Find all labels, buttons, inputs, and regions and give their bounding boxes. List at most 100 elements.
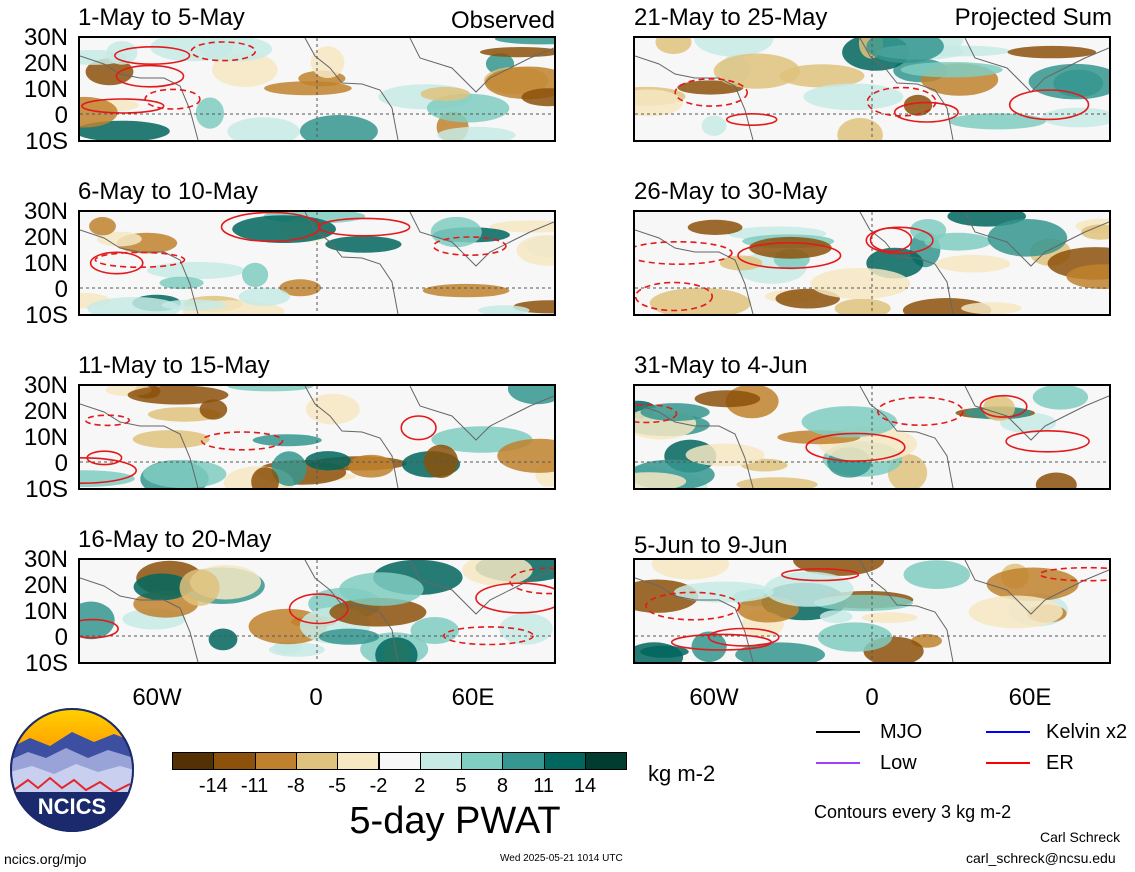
- er-contour: [80, 457, 137, 484]
- lat-label-10s: 10S: [25, 302, 68, 329]
- er-contour: [670, 633, 773, 651]
- colorbar-swatch: [378, 752, 421, 770]
- er-contour: [645, 591, 741, 621]
- er-contour: [442, 626, 534, 646]
- colorbar-swatch: [172, 752, 215, 770]
- pwat-anomaly-blob: [87, 297, 181, 314]
- pwat-anomaly-blob: [238, 287, 290, 306]
- pwat-anomaly-blob: [736, 477, 818, 488]
- er-contour: [475, 582, 554, 614]
- pwat-anomaly-blob: [85, 58, 134, 86]
- er-contour: [805, 432, 906, 462]
- pwat-anomaly-blob: [96, 231, 142, 247]
- pwat-anomaly-blob: [819, 610, 853, 623]
- pwat-anomaly-blob: [674, 581, 774, 603]
- pwat-anomaly-blob: [713, 53, 801, 89]
- legend-er-label: ER: [1046, 752, 1074, 774]
- pwat-anomaly-blob: [507, 386, 554, 405]
- pwat-anomaly-blob: [127, 386, 229, 405]
- footer-url: ncics.org/mjo: [4, 851, 87, 867]
- pwat-anomaly-blob: [494, 38, 554, 45]
- lat-label-20n: 20N: [23, 50, 68, 77]
- pwat-anomaly-blob: [764, 571, 854, 607]
- pwat-anomaly-blob: [208, 628, 238, 651]
- er-contour: [84, 414, 130, 427]
- footer-author: Carl Schreck: [1040, 829, 1121, 845]
- pwat-anomaly-blob: [968, 595, 1063, 629]
- pwat-anomaly-blob: [159, 276, 204, 290]
- map-panel-right-4: [633, 558, 1111, 664]
- lat-label-10n: 10N: [23, 250, 68, 277]
- lat-label-20n: 20N: [23, 398, 68, 425]
- map-field: [80, 38, 554, 140]
- panel-title-right-4: 5-Jun to 9-Jun: [634, 532, 788, 559]
- pwat-anomaly-blob: [635, 89, 683, 117]
- lat-label-20n: 20N: [23, 224, 68, 251]
- pwat-anomaly-blob: [478, 305, 530, 314]
- pwat-anomaly-blob: [866, 38, 944, 63]
- map-panel-left-2: [78, 210, 556, 316]
- pwat-anomaly-blob: [834, 298, 891, 314]
- pwat-anomaly-blob: [132, 430, 210, 449]
- er-contour: [893, 101, 959, 123]
- pwat-anomaly-blob: [279, 279, 322, 297]
- pwat-anomaly-blob: [649, 287, 751, 314]
- pwat-anomaly-blob: [1081, 224, 1109, 240]
- lat-label-30n: 30N: [23, 24, 68, 51]
- pwat-anomaly-blob: [299, 115, 378, 140]
- lat-label-10n: 10N: [23, 598, 68, 625]
- colorbar-tick-label: -8: [286, 775, 305, 797]
- er-contour: [737, 241, 842, 269]
- footer-timestamp: Wed 2025-05-21 1014 UTC: [500, 853, 623, 864]
- colorbar: [172, 752, 628, 770]
- pwat-anomaly-blob: [305, 393, 360, 425]
- pwat-anomaly-blob: [310, 46, 345, 79]
- pwat-anomaly-blob: [227, 386, 314, 392]
- pwat-anomaly-blob: [1035, 472, 1077, 488]
- pwat-anomaly-blob: [1028, 63, 1109, 100]
- pwat-anomaly-blob: [430, 216, 482, 248]
- pwat-anomaly-blob: [410, 617, 459, 644]
- pwat-anomaly-blob: [305, 451, 351, 471]
- pwat-anomaly-blob: [1041, 107, 1109, 128]
- legend-mjo-label: MJO: [880, 721, 923, 743]
- colorbar-swatch: [254, 752, 297, 770]
- er-contour: [865, 226, 934, 255]
- er-contour: [288, 593, 349, 625]
- map-field: [80, 560, 554, 662]
- er-contour: [220, 212, 321, 243]
- lat-label-0: 0: [54, 102, 68, 129]
- pwat-anomaly-blob: [987, 219, 1068, 257]
- pwat-anomaly-blob: [179, 569, 220, 606]
- er-contour: [89, 251, 144, 275]
- lon-label-60e-left: 60E: [451, 684, 495, 711]
- colorbar-tick-label: 8: [496, 775, 508, 797]
- pwat-anomaly-blob: [199, 399, 228, 420]
- pwat-anomaly-blob: [375, 637, 418, 662]
- colorbar-swatch: [461, 752, 504, 770]
- er-contour: [94, 251, 186, 268]
- pwat-anomaly-blob: [146, 261, 246, 280]
- lat-label-20n: 20N: [23, 572, 68, 599]
- projected-label: Projected Sum: [954, 4, 1112, 31]
- pwat-anomaly-blob: [986, 567, 1079, 602]
- panel-title-right-3: 31-May to 4-Jun: [634, 352, 808, 379]
- pwat-anomaly-blob: [242, 262, 269, 287]
- pwat-anomaly-blob: [420, 86, 470, 102]
- pwat-anomaly-blob: [803, 83, 904, 111]
- map-panel-left-4: [78, 558, 556, 664]
- lon-label-0-left: 0: [309, 684, 323, 711]
- colorbar-units: kg m-2: [648, 761, 716, 786]
- pwat-anomaly-blob: [685, 443, 765, 467]
- map-panel-right-1: [633, 36, 1111, 142]
- pwat-anomaly-blob: [635, 472, 687, 488]
- pwat-anomaly-blob: [195, 97, 224, 129]
- lat-label-0: 0: [54, 450, 68, 477]
- panel-title-left-3: 11-May to 15-May: [78, 352, 270, 379]
- colorbar-tick-label: 2: [414, 775, 426, 797]
- ncics-logo: NCICS: [10, 708, 134, 832]
- lon-label-60w-left: 60W: [132, 684, 182, 711]
- colorbar-swatch: [295, 752, 339, 770]
- pwat-anomaly-blob: [499, 613, 553, 645]
- pwat-anomaly-blob: [462, 560, 533, 586]
